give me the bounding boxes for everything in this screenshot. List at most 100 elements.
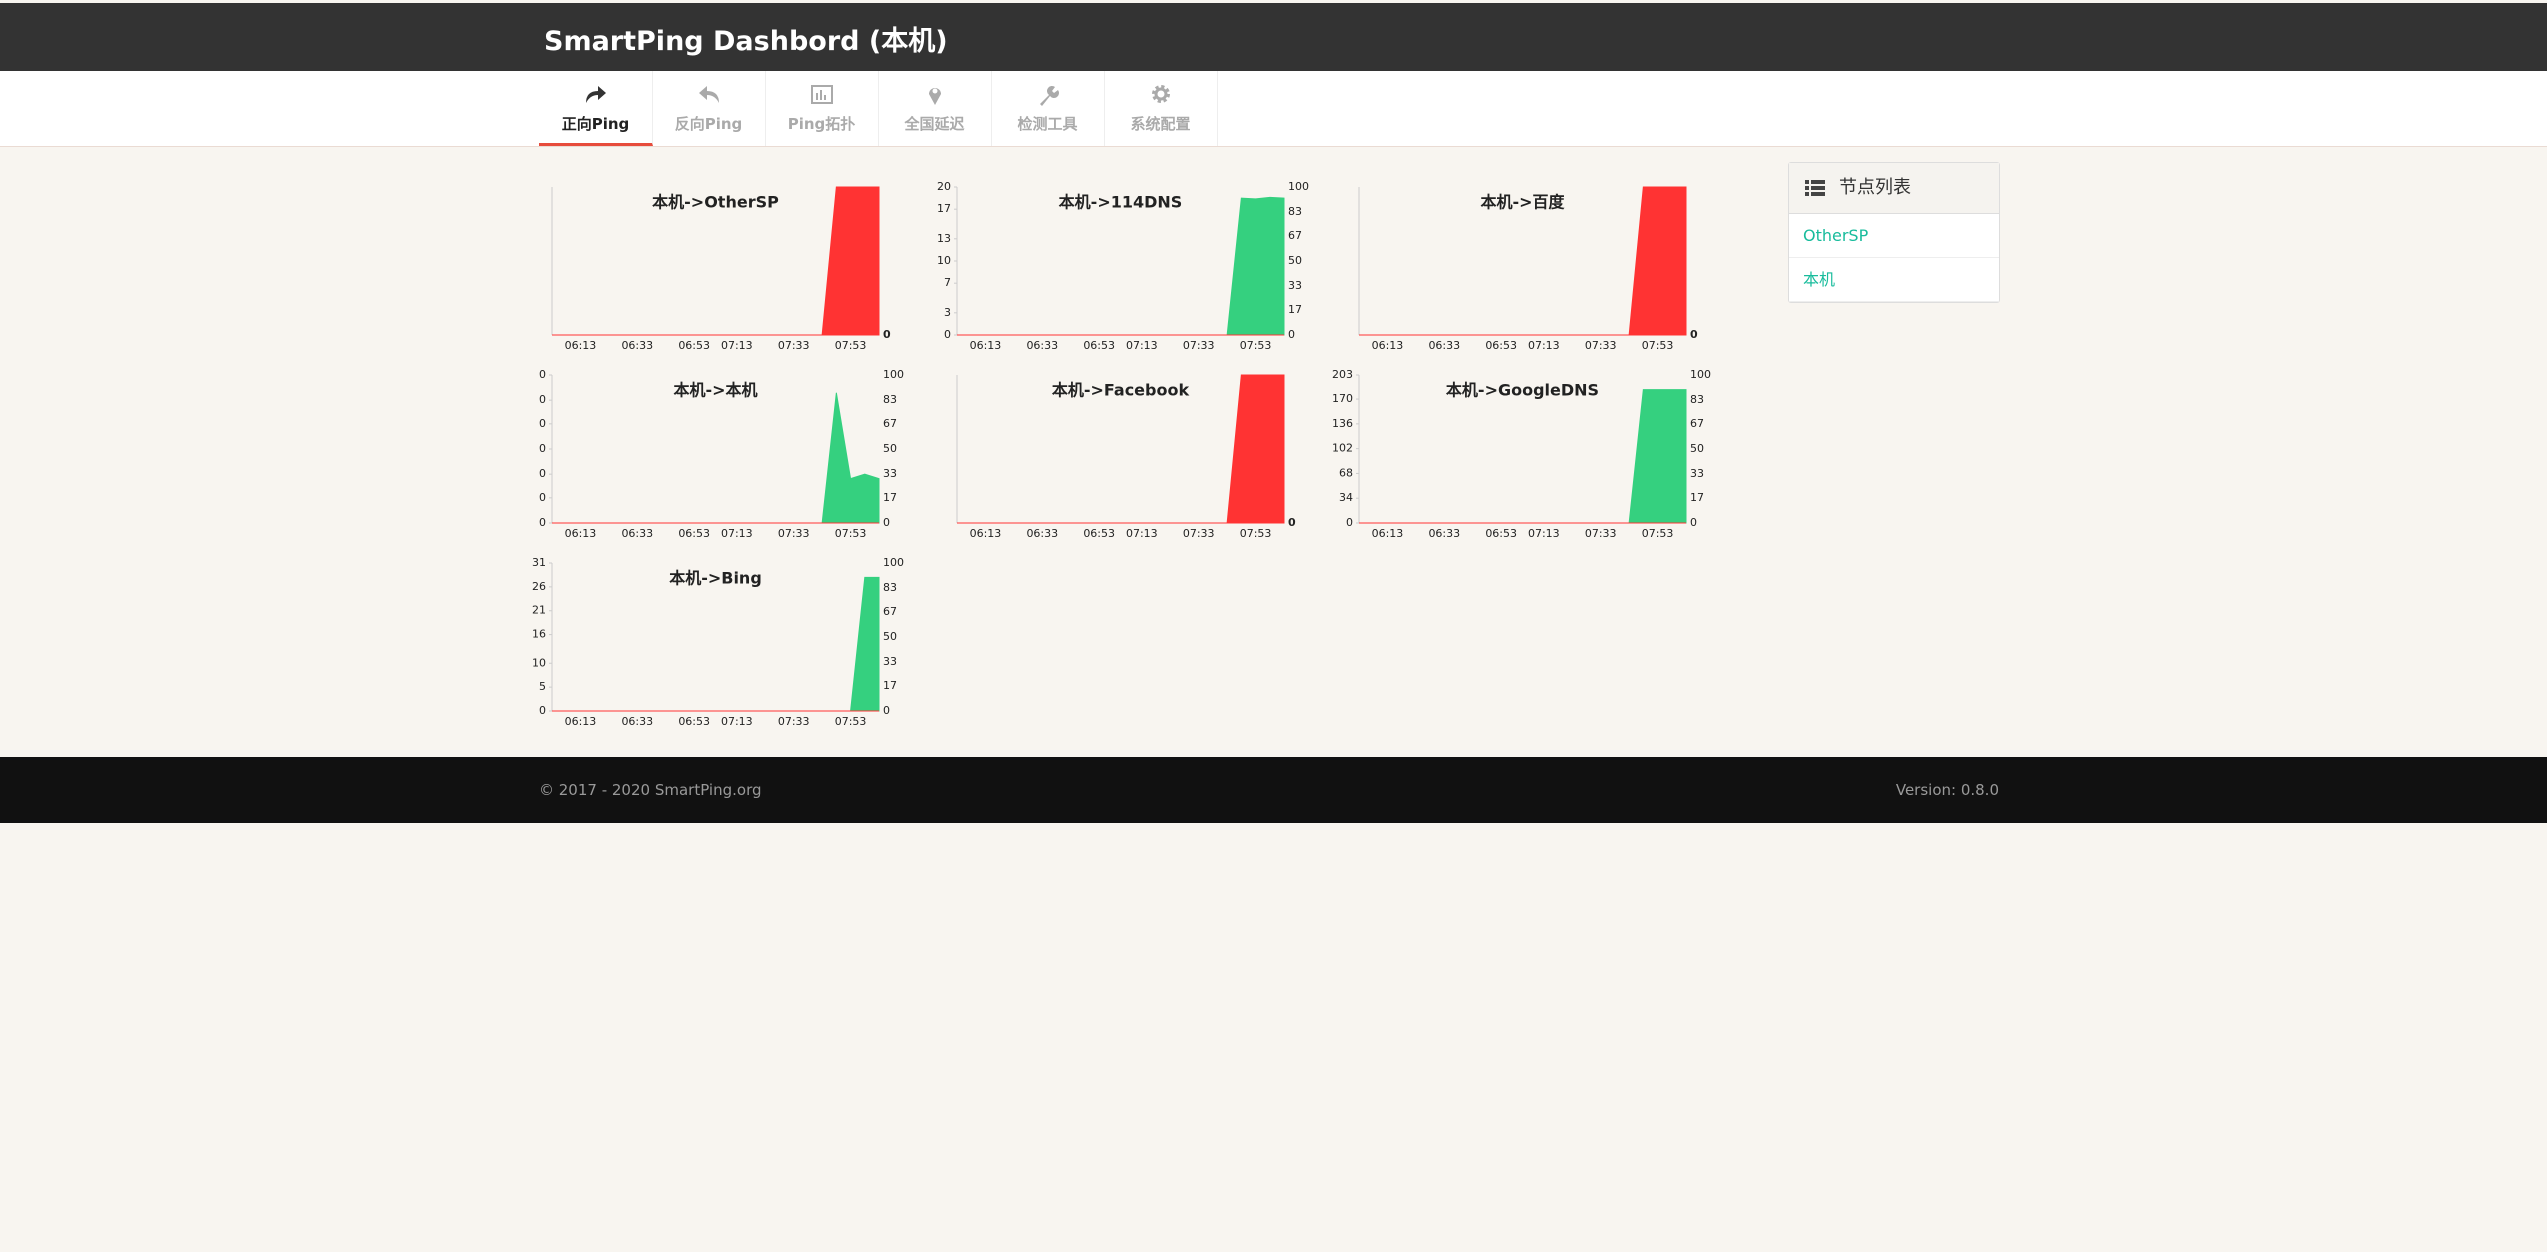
nav-tab[interactable]: Ping拓扑 — [765, 71, 879, 146]
series-area — [1359, 186, 1687, 336]
x-tick-label: 06:53 — [1083, 339, 1115, 352]
tab-label: 正向Ping — [561, 115, 630, 133]
x-tick-label: 06:53 — [678, 527, 710, 540]
list-icon — [1805, 180, 1825, 196]
node-link[interactable]: OtherSP — [1789, 214, 1999, 258]
y-tick-label: 34 — [1339, 491, 1353, 504]
y2-tick-label: 17 — [883, 491, 897, 504]
y2-tick-label: 33 — [883, 655, 897, 668]
y-tick-label: 0 — [539, 467, 546, 480]
y-tick-label: 26 — [532, 580, 546, 593]
x-tick-label: 06:13 — [565, 339, 597, 352]
series-area — [957, 196, 1285, 336]
y2-tick-label: 83 — [1690, 393, 1704, 406]
tab-icon — [810, 85, 833, 104]
tab-label: 反向Ping — [674, 115, 743, 133]
x-tick-label: 07:33 — [1183, 527, 1215, 540]
y-tick-label: 21 — [532, 604, 546, 617]
x-tick-label: 06:53 — [1485, 339, 1517, 352]
y2-tick-label: 100 — [1690, 368, 1711, 381]
x-tick-label: 07:33 — [778, 339, 810, 352]
y-tick-label: 0 — [1346, 516, 1353, 529]
x-tick-label: 07:13 — [1126, 339, 1158, 352]
y-tick-label: 0 — [539, 393, 546, 406]
tab-icon — [585, 86, 606, 103]
y2-tick-label: 50 — [883, 442, 897, 455]
series-area — [957, 374, 1285, 524]
nav-tab[interactable]: 系统配置 — [1104, 71, 1218, 146]
chart-title: 本机->Bing — [669, 569, 762, 588]
nav-tab[interactable]: 检测工具 — [991, 71, 1105, 146]
x-tick-label: 06:13 — [970, 339, 1002, 352]
x-tick-label: 06:33 — [1026, 527, 1058, 540]
x-tick-label: 06:33 — [621, 527, 653, 540]
panel-title: 节点列表 — [1789, 163, 1999, 214]
chart: 0 06:13 06:33 06:53 07:13 07:33 07:53 本机->Other… — [551, 186, 891, 352]
x-tick-label: 06:13 — [1372, 527, 1404, 540]
y2-tick-label: 83 — [1288, 205, 1302, 218]
y2-tick-label: 33 — [1288, 279, 1302, 292]
chart-title: 本机->Facebook — [1052, 381, 1190, 400]
y-tick-label: 13 — [937, 232, 951, 245]
x-tick-label: 07:53 — [835, 339, 867, 352]
chart-title: 本机->本机 — [673, 381, 757, 400]
app-title: SmartPing Dashbord (本机) — [544, 26, 948, 57]
y-tick-label: 5 — [539, 680, 546, 693]
y-tick-label: 17 — [937, 202, 951, 215]
x-tick-label: 07:13 — [721, 527, 753, 540]
y2-tick-label: 50 — [883, 630, 897, 643]
x-tick-label: 07:53 — [835, 715, 867, 728]
copyright: © 2017 - 2020 SmartPing.org — [539, 781, 762, 799]
nav-tab[interactable]: 正向Ping — [539, 71, 653, 146]
y2-tick-label: 83 — [883, 581, 897, 594]
y-tick-label: 31 — [532, 556, 546, 569]
chart: 0 0 0 0 0 0 0 0 17 33 50 67 83 100 06:13 06:33 06:53 07:1… — [539, 368, 904, 540]
chart: 0 34 68 102 136 170 203 0 17 33 50 67 83 100 06:13 06:3… — [1332, 368, 1711, 540]
y2-tick-label: 83 — [883, 393, 897, 406]
chart: 0 06:13 06:33 06:53 07:13 07:33 07:53 本机->Faceb… — [956, 374, 1296, 540]
header: SmartPing Dashbord (本机) — [0, 3, 2547, 71]
series-area — [552, 186, 880, 336]
x-tick-label: 07:53 — [1642, 339, 1674, 352]
tab-label: Ping拓扑 — [787, 115, 856, 133]
y-tick-label: 102 — [1332, 442, 1353, 455]
nav-bar: 正向Ping 反向Ping Ping拓扑 全国延迟 检测工具 系统配置 — [0, 71, 2547, 147]
y2-tick-label: 17 — [883, 679, 897, 692]
x-tick-label: 07:13 — [1126, 527, 1158, 540]
panel-title-text: 节点列表 — [1839, 177, 1911, 198]
y2-tick-label: 100 — [883, 368, 904, 381]
x-tick-label: 07:13 — [1528, 339, 1560, 352]
x-tick-label: 07:33 — [778, 715, 810, 728]
tab-label: 全国延迟 — [904, 115, 965, 133]
chart: 0 06:13 06:33 06:53 07:13 07:33 07:53 本机->百度 — [1358, 186, 1698, 352]
tab-label: 系统配置 — [1130, 115, 1191, 133]
y2-tick-label: 100 — [883, 556, 904, 569]
chart-title: 本机->114DNS — [1059, 193, 1183, 212]
y2-tick-label: 0 — [1288, 328, 1295, 341]
y2-tick-label: 17 — [1288, 303, 1302, 316]
y-tick-label: 10 — [532, 656, 546, 669]
y2-tick-label: 67 — [883, 605, 897, 618]
x-tick-label: 07:33 — [778, 527, 810, 540]
y2-tick-label: 50 — [1690, 442, 1704, 455]
x-tick-label: 06:33 — [1428, 339, 1460, 352]
x-tick-label: 07:53 — [1240, 527, 1272, 540]
x-tick-label: 07:53 — [835, 527, 867, 540]
node-link[interactable]: 本机 — [1789, 258, 1999, 302]
chart-title: 本机->GoogleDNS — [1446, 381, 1599, 400]
tab-icon — [1151, 85, 1170, 103]
tab-icon — [1039, 86, 1059, 106]
y2-tick-label: 0 — [883, 516, 890, 529]
x-tick-label: 06:33 — [621, 339, 653, 352]
y2-tick-label: 17 — [1690, 491, 1704, 504]
y-tick-label: 10 — [937, 254, 951, 267]
x-tick-label: 06:33 — [1026, 339, 1058, 352]
x-tick-label: 07:13 — [721, 339, 753, 352]
nav-tab[interactable]: 反向Ping — [652, 71, 766, 146]
x-tick-label: 06:13 — [565, 715, 597, 728]
y-tick-label: 0 — [539, 704, 546, 717]
x-tick-label: 07:53 — [1642, 527, 1674, 540]
nav-tab[interactable]: 全国延迟 — [878, 71, 992, 146]
x-tick-label: 06:53 — [1083, 527, 1115, 540]
x-tick-label: 06:13 — [1372, 339, 1404, 352]
